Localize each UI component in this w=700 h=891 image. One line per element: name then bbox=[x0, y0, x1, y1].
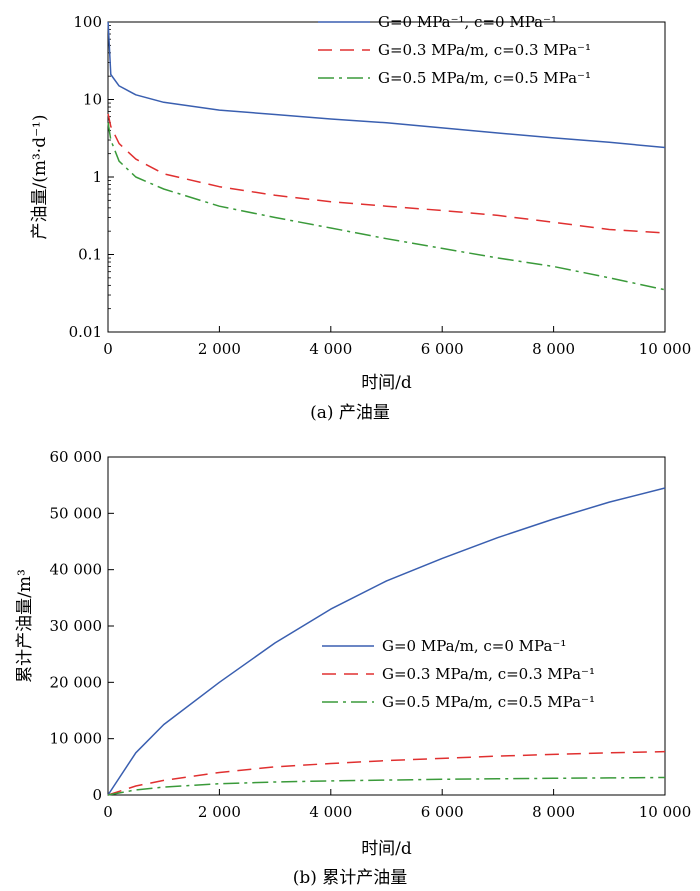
y-tick-label: 20 000 bbox=[50, 673, 103, 691]
chart-panel-a: 0 2 000 4 000 6 000 8 000 10 000 0.01 0.1 1 10 100… bbox=[30, 13, 691, 423]
x-tick-label: 8 000 bbox=[532, 340, 575, 358]
x-tick-label: 10 000 bbox=[639, 340, 692, 358]
figure-caption: (b) 累计产油量 bbox=[293, 868, 408, 888]
x-tick-label: 0 bbox=[103, 803, 113, 821]
x-axis-label: 时间/d bbox=[361, 373, 412, 393]
y-axis-label: 累计产油量/m³ bbox=[15, 569, 35, 683]
y-tick-label: 60 000 bbox=[50, 448, 103, 466]
y-tick-label: 50 000 bbox=[50, 504, 103, 522]
y-tick-label: 0.1 bbox=[78, 246, 102, 264]
y-tick-label: 10 bbox=[83, 91, 102, 109]
x-tick-label: 2 000 bbox=[198, 803, 241, 821]
y-tick-label: 40 000 bbox=[50, 561, 103, 579]
series-line-1 bbox=[107, 487, 666, 796]
x-tick-label: 4 000 bbox=[309, 340, 352, 358]
legend-label-2: G=0.3 MPa/m, c=0.3 MPa⁻¹ bbox=[382, 665, 595, 683]
x-tick-label: 6 000 bbox=[421, 340, 464, 358]
x-tick-label: 8 000 bbox=[532, 803, 575, 821]
legend-label-1: G=0 MPa/m, c=0 MPa⁻¹ bbox=[382, 637, 566, 655]
legend-label-3: G=0.5 MPa/m, c=0.5 MPa⁻¹ bbox=[382, 693, 595, 711]
plot-frame bbox=[107, 456, 666, 796]
x-tick-label: 4 000 bbox=[309, 803, 352, 821]
series-line-2 bbox=[107, 113, 666, 234]
y-tick-label: 1 bbox=[92, 168, 102, 186]
x-axis-label: 时间/d bbox=[361, 839, 412, 859]
y-tick-label: 30 000 bbox=[50, 617, 103, 635]
legend-label-3: G=0.5 MPa/m, c=0.5 MPa⁻¹ bbox=[378, 69, 591, 87]
x-tick-label: 10 000 bbox=[639, 803, 692, 821]
y-tick-label: 10 000 bbox=[50, 730, 103, 748]
x-tick-label: 2 000 bbox=[198, 340, 241, 358]
chart-panel-b: 0 2 000 4 000 6 000 8 000 10 000 0 10 000 20 000… bbox=[15, 448, 691, 888]
series-line-1 bbox=[107, 21, 666, 149]
y-tick-label: 0 bbox=[92, 786, 102, 804]
figure-caption: (a) 产油量 bbox=[310, 403, 390, 423]
y-axis-label: 产油量/(m³·d⁻¹) bbox=[30, 114, 50, 239]
y-tick-label: 100 bbox=[73, 13, 102, 31]
legend-label-2: G=0.3 MPa/m, c=0.3 MPa⁻¹ bbox=[378, 41, 591, 59]
series-line-3 bbox=[107, 122, 666, 291]
series-line-2 bbox=[107, 750, 666, 796]
legend-label-1: G=0 MPa⁻¹, c=0 MPa⁻¹ bbox=[378, 13, 557, 31]
series-line-3 bbox=[107, 776, 666, 796]
x-tick-label: 6 000 bbox=[421, 803, 464, 821]
y-tick-label: 0.01 bbox=[69, 323, 102, 341]
x-tick-label: 0 bbox=[103, 340, 113, 358]
